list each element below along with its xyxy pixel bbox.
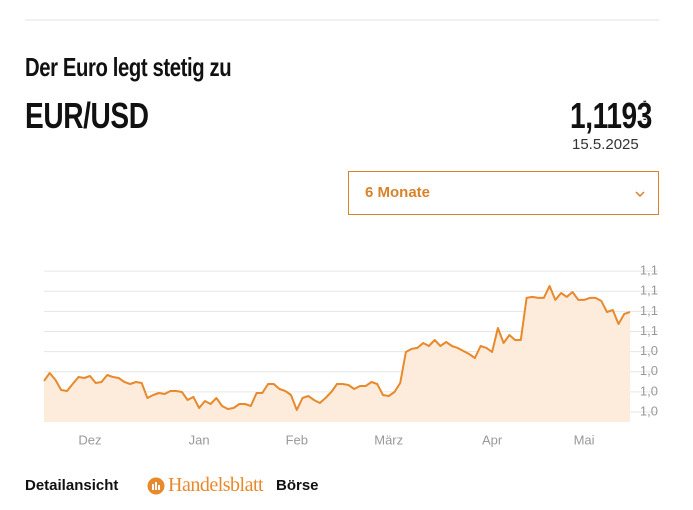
detail-link[interactable]: Detailansicht xyxy=(25,477,119,494)
line xyxy=(43,285,631,411)
change: - xyxy=(643,95,647,107)
chevron xyxy=(635,191,645,197)
area xyxy=(44,286,630,422)
change-percent: - xyxy=(643,113,647,125)
x-tick-label: Apr xyxy=(482,432,503,447)
y-tick-label: 1,1 xyxy=(640,283,658,298)
price-text: 1,1193 xyxy=(570,95,652,136)
x-tick-label: Feb xyxy=(286,432,308,447)
y-tick-label: 1,0 xyxy=(640,363,658,378)
range-dropdown[interactable]: 6 Monate xyxy=(348,171,659,215)
range-label: 6 Monate xyxy=(365,184,431,201)
y-tick-label: 1,0 xyxy=(640,383,658,398)
x-tick-label: Mai xyxy=(574,432,595,447)
title: Der Euro legt stetig zu xyxy=(25,52,289,83)
brand-icon xyxy=(147,477,165,495)
x-tick-label: Dez xyxy=(78,432,101,447)
symbol: EUR/USD xyxy=(25,95,184,137)
date: 15.5.2025 xyxy=(572,136,639,153)
price: 1,1193 xyxy=(570,95,675,137)
y-tick-label: 1,1 xyxy=(640,303,658,318)
brand: Handelsblatt xyxy=(168,474,264,496)
y-tick-label: 1,0 xyxy=(640,403,658,418)
title-text: Der Euro legt stetig zu xyxy=(25,52,232,82)
x-tick-label: Jan xyxy=(189,432,210,447)
x-tick-label: März xyxy=(374,432,403,447)
y-tick-label: 1,1 xyxy=(640,263,658,278)
y-tick-label: 1,0 xyxy=(640,343,658,358)
symbol-text: EUR/USD xyxy=(25,95,149,136)
brand-suffix: Börse xyxy=(276,477,319,494)
y-tick-label: 1,1 xyxy=(640,323,658,338)
